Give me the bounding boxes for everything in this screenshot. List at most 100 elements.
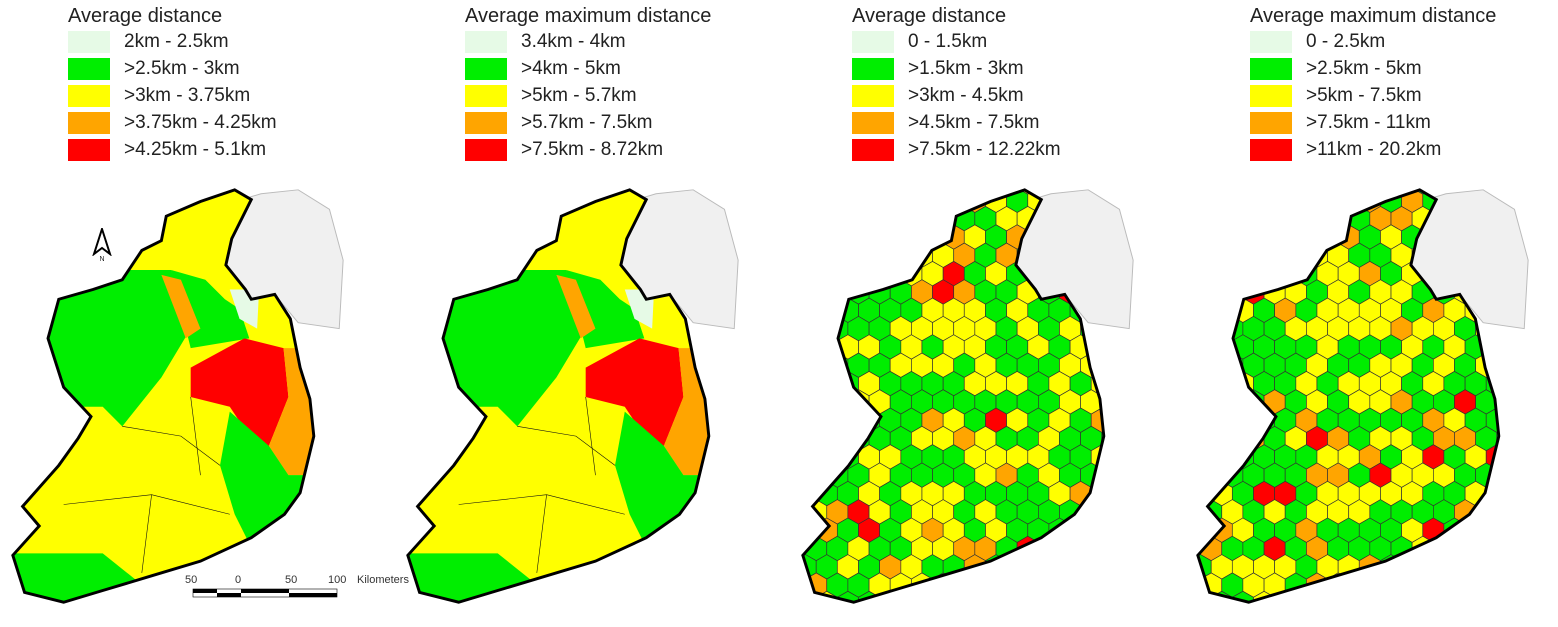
- hex-cell: [1059, 572, 1081, 598]
- legend-label: >5km - 7.5km: [1306, 84, 1422, 106]
- hex-cell: [1497, 610, 1518, 612]
- hex-cell: [802, 279, 806, 305]
- hex-cell: [1197, 189, 1212, 213]
- legend-label: >3.75km - 4.25km: [124, 111, 277, 133]
- hex-cell: [932, 189, 955, 195]
- hex-cell: [1221, 189, 1244, 195]
- hex-cell: [1443, 554, 1466, 580]
- hex-cell: [1222, 610, 1243, 612]
- hex-cell: [1197, 407, 1212, 433]
- legend-item: >7.5km - 11km: [1250, 109, 1496, 136]
- legend-swatch: [465, 111, 507, 134]
- hex-cell: [1210, 261, 1233, 287]
- hex-cell: [1432, 535, 1455, 562]
- hex-cell: [858, 224, 880, 250]
- hex-cell: [1027, 554, 1050, 580]
- hex-cell: [1006, 554, 1029, 580]
- hex-cell: [805, 242, 828, 268]
- hex-cell: [1348, 572, 1371, 598]
- scale-tick: 100: [328, 574, 347, 586]
- hex-cell: [1316, 590, 1339, 603]
- hex-cell: [1112, 371, 1133, 395]
- hex-cell: [953, 572, 976, 598]
- hex-cell: [1422, 554, 1445, 580]
- hex-cell: [802, 242, 806, 268]
- map-legend: Average distance 0 - 1.5km >1.5km - 3km >3k…: [852, 4, 1061, 163]
- legend-item: >1.5km - 3km: [852, 55, 1061, 82]
- hex-cell: [1197, 334, 1212, 360]
- legend-swatch: [465, 57, 507, 80]
- hex-cell: [1080, 535, 1103, 562]
- hex-cell: [1101, 572, 1104, 598]
- hex-cell: [1369, 189, 1392, 195]
- hex-cell: [1284, 206, 1307, 232]
- legend-item: >5km - 7.5km: [1250, 82, 1496, 109]
- hex-cell: [1253, 261, 1275, 287]
- hex-cell: [1316, 189, 1339, 213]
- legend-item: >7.5km - 12.22km: [852, 136, 1061, 163]
- hex-cell: [900, 590, 923, 603]
- hex-cell: [1197, 242, 1201, 268]
- hex-cell: [1006, 590, 1029, 603]
- hex-cell: [1464, 517, 1487, 543]
- hex-cell: [802, 206, 806, 232]
- hex-cell: [1102, 610, 1123, 612]
- hex-cell: [868, 189, 891, 195]
- hex-cell: [1454, 610, 1475, 612]
- coastline: [801, 188, 1106, 604]
- hex-cell: [836, 224, 859, 250]
- legend-item: >3km - 4.5km: [852, 82, 1061, 109]
- map-legend: Average maximum distance 3.4km - 4km >4km …: [465, 4, 711, 163]
- hex-cell: [1197, 224, 1212, 250]
- hex-cell: [1496, 499, 1499, 525]
- hex-cell: [1090, 480, 1104, 507]
- legend-swatch: [852, 138, 894, 161]
- legend-label: 0 - 2.5km: [1306, 30, 1386, 52]
- hex-cell: [879, 224, 902, 250]
- hex-cell: [1210, 224, 1233, 250]
- legend-item: >4.25km - 5.1km: [68, 136, 277, 163]
- hex-cell: [802, 189, 817, 213]
- hex-cell: [1485, 590, 1499, 603]
- region: [556, 274, 596, 339]
- legend-item: >5.7km - 7.5km: [465, 109, 711, 136]
- hex-cell: [1221, 425, 1244, 452]
- legend-swatch: [852, 57, 894, 80]
- legend-item: >4.5km - 7.5km: [852, 109, 1061, 136]
- hex-cell: [1069, 517, 1092, 543]
- hex-cell: [1197, 352, 1201, 378]
- hex-cell: [1221, 242, 1244, 268]
- hex-cell: [1221, 279, 1244, 305]
- hex-cell: [1231, 261, 1254, 287]
- hex-cell: [1197, 261, 1212, 287]
- hex-cell: [1369, 572, 1392, 598]
- legend-item: 3.4km - 4km: [465, 28, 711, 55]
- hex-cell: [805, 189, 828, 195]
- hex-cell: [815, 371, 838, 397]
- hex-cell: [1507, 591, 1528, 612]
- hex-cell: [1101, 462, 1104, 488]
- hex-cell: [802, 590, 817, 603]
- hex-cell: [1274, 261, 1297, 287]
- hex-cell: [847, 189, 870, 195]
- hex-cell: [1037, 535, 1060, 562]
- hex-cell: [1496, 389, 1499, 415]
- legend-swatch: [852, 111, 894, 134]
- hex-cell: [802, 315, 806, 342]
- hex-cell: [1016, 572, 1039, 598]
- hex-cell: [1443, 590, 1466, 603]
- hex-cell: [815, 189, 838, 213]
- hex-cell: [974, 572, 997, 598]
- hex-cell: [879, 189, 902, 213]
- hex-cell: [815, 334, 838, 360]
- hex-cell: [1242, 189, 1265, 195]
- hex-cell: [1242, 242, 1265, 268]
- hex-cell: [802, 352, 806, 378]
- legend-swatch: [852, 30, 894, 53]
- legend-swatch: [465, 84, 507, 107]
- region: [161, 274, 201, 339]
- hex-cell: [826, 206, 849, 232]
- hex-cell: [1454, 572, 1476, 598]
- hex-cell: [1432, 572, 1455, 598]
